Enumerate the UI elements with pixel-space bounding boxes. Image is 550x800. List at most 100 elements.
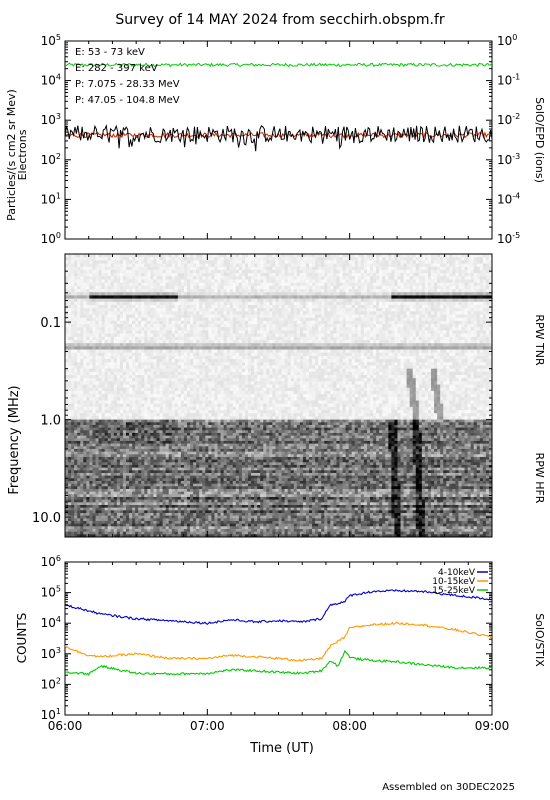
spectrogram-cell [110, 311, 115, 315]
spectrogram-cell [248, 254, 252, 258]
spectrogram-cell [299, 320, 304, 325]
spectrogram-cell [473, 355, 478, 360]
spectrogram-cell [86, 298, 90, 303]
spectrogram-cell [110, 359, 115, 363]
spectrogram-cell [269, 282, 273, 287]
spectrogram-cell [208, 355, 212, 360]
spectrogram-cell [315, 324, 319, 328]
spectrogram-cell [351, 292, 356, 296]
spectrogram-cell [217, 282, 221, 287]
spectrogram-cell [199, 301, 203, 306]
spectrogram-cell [434, 273, 438, 277]
spectrogram-cell [83, 352, 87, 357]
spectrogram-cell [129, 359, 133, 363]
spectrogram-cell [229, 336, 234, 341]
spectrogram-cell [397, 292, 401, 296]
spectrogram-cell [257, 324, 261, 328]
spectrogram-cell [86, 295, 90, 299]
spectrogram-cell [290, 289, 295, 293]
spectrogram-cell [479, 330, 484, 335]
spectrogram-cell [290, 260, 295, 264]
spectrogram-cell [467, 269, 472, 274]
spectrogram-cell [241, 336, 246, 341]
spectrogram-cell [119, 343, 124, 347]
spectrogram-cell [232, 324, 237, 328]
spectrogram-cell [424, 298, 429, 303]
spectrogram-cell [406, 352, 411, 357]
spectrogram-cell [321, 330, 325, 335]
spectrogram-cell [241, 355, 246, 360]
spectrogram-cell [333, 346, 337, 350]
spectrogram-cell [138, 311, 142, 315]
spectrogram-cell [205, 273, 209, 277]
spectrogram-cell [241, 327, 246, 331]
spectrogram-cell [342, 285, 346, 290]
spectrogram-cell [333, 282, 337, 287]
spectrogram-cell [348, 346, 353, 350]
spectrogram-cell [92, 273, 96, 277]
spectrogram-cell [345, 346, 350, 350]
spectrogram-cell [467, 343, 472, 347]
spectrogram-cell [470, 266, 475, 271]
spectrogram-cell [296, 254, 301, 258]
spectrogram-cell [443, 279, 447, 284]
spectrogram-cell [150, 362, 154, 366]
spectrogram-cell [174, 269, 179, 274]
spectrogram-cell [266, 257, 270, 261]
spectrogram-cell [440, 276, 444, 280]
spectrogram-cell [193, 298, 197, 303]
spectrogram-cell [391, 333, 395, 338]
spectrogram-cell [183, 289, 188, 293]
spectrogram-cell [482, 292, 487, 296]
spectrogram-cell [77, 289, 81, 293]
spectrogram-cell [266, 320, 270, 325]
spectrogram-cell [110, 279, 115, 284]
spectrogram-cell [476, 282, 481, 287]
spectrogram-cell [113, 279, 118, 284]
spectrogram-cell [467, 279, 472, 284]
spectrogram-cell [397, 359, 401, 363]
spectrogram-cell [312, 336, 316, 341]
spectrogram-cell [248, 333, 252, 338]
spectrogram-cell [86, 330, 90, 335]
spectrogram-cell [370, 320, 374, 325]
spectrogram-cell [418, 304, 423, 309]
spectrogram-cell [86, 352, 90, 357]
spectrogram-cell [187, 266, 191, 271]
spectrogram-cell [354, 273, 359, 277]
spectrogram-cell [126, 362, 130, 366]
spectrogram-cell [159, 324, 163, 328]
spectrogram-cell [400, 266, 404, 271]
spectrogram-cell [156, 330, 160, 335]
spectrogram-cell [485, 254, 490, 258]
spectrogram-cell [220, 352, 224, 357]
spectrogram-cell [229, 292, 234, 296]
spectrogram-cell [458, 298, 462, 303]
spectrogram-cell [431, 330, 435, 335]
spectrogram-cell [324, 314, 328, 319]
spectrogram-cell [168, 311, 173, 315]
particles-y-tick-label: 103 [41, 112, 61, 127]
spectrogram-cell [174, 260, 179, 264]
spectrogram-cell [214, 273, 218, 277]
spectrogram-cell [113, 289, 118, 293]
spectrogram-cell [479, 359, 484, 363]
spectrogram-cell [424, 317, 429, 322]
spectrogram-cell [190, 314, 194, 319]
spectrogram-cell [281, 362, 285, 366]
spectrogram-cell [196, 349, 200, 354]
spectrogram-cell [339, 269, 343, 274]
spectrogram-cell [260, 269, 264, 274]
spectrogram-cell [95, 352, 99, 357]
spectrogram-cell [153, 352, 157, 357]
spectrogram-cell [370, 333, 374, 338]
spectrogram-cell [254, 355, 258, 360]
spectrogram-cell [165, 339, 170, 344]
spectrogram-cell [299, 269, 304, 274]
spectrogram-cell [235, 308, 240, 312]
spectrogram-cell [370, 289, 374, 293]
spectrogram-cell [394, 346, 398, 350]
spectrogram-cell [135, 355, 139, 360]
spectrogram-cell [281, 317, 285, 322]
spectrogram-cell [360, 314, 365, 319]
